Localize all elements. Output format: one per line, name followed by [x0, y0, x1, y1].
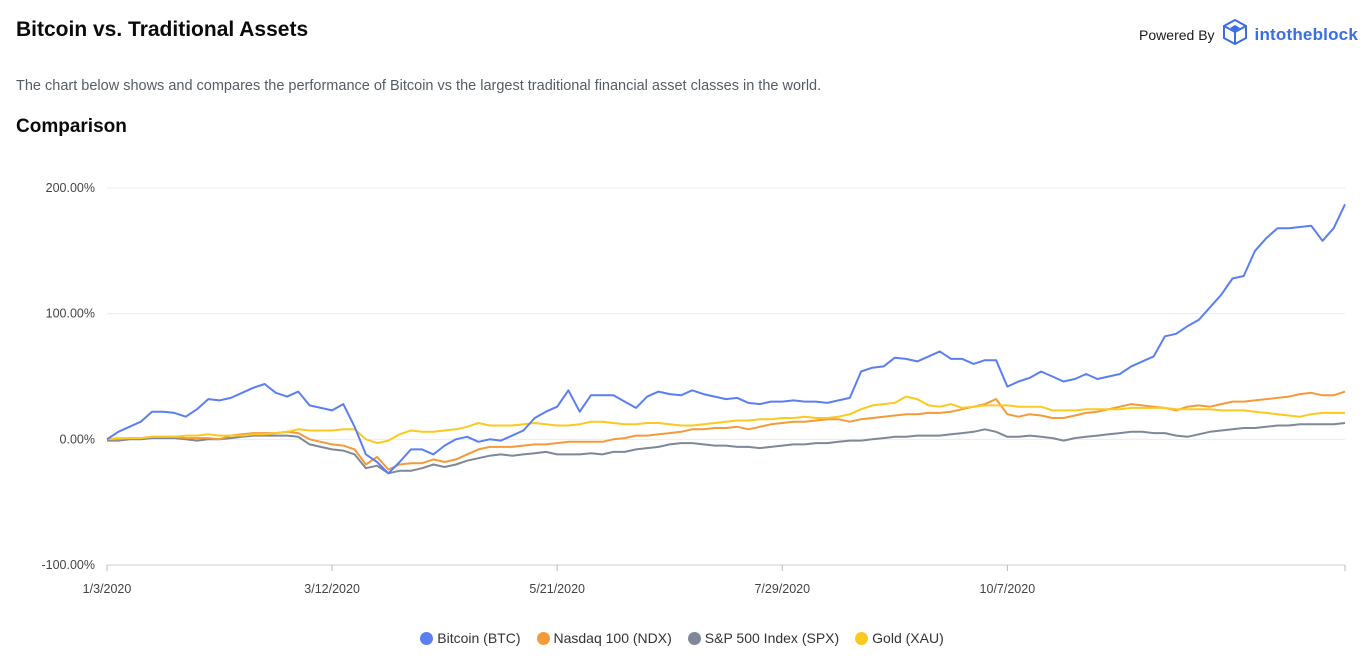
- section-title: Comparison: [16, 116, 127, 137]
- legend-label: Gold (XAU): [872, 630, 944, 646]
- series-line-bitcoin-btc: [106, 203, 1346, 475]
- legend-dot-icon: [687, 631, 701, 645]
- legend-item[interactable]: Nasdaq 100 (NDX): [536, 630, 672, 646]
- chart-legend: Bitcoin (BTC) Nasdaq 100 (NDX) S&P 500 Ind…: [0, 630, 1364, 646]
- legend-dot-icon: [420, 631, 434, 645]
- x-tick-label: 3/12/2020: [304, 582, 360, 596]
- page-title: Bitcoin vs. Traditional Assets: [16, 18, 309, 41]
- legend-dot-icon: [855, 631, 869, 645]
- comparison-chart: 200.00% 100.00% 0.00% -100.00% 1/3/2020 3/12/…: [41, 181, 1346, 596]
- y-tick-label: -100.00%: [41, 558, 95, 572]
- x-tick-label: 10/7/2020: [980, 582, 1036, 596]
- y-tick-label: 0.00%: [60, 432, 95, 446]
- intotheblock-logo-icon: [1221, 18, 1249, 51]
- x-tick-label: 5/21/2020: [529, 582, 585, 596]
- legend-item[interactable]: Gold (XAU): [855, 630, 944, 646]
- series-line-gold-xau: [106, 395, 1345, 445]
- y-tick-label: 100.00%: [46, 307, 95, 321]
- series-line-s-p-500-index-spx: [107, 422, 1346, 475]
- x-tick-label: 1/3/2020: [83, 582, 132, 596]
- legend-item[interactable]: Bitcoin (BTC): [420, 630, 521, 646]
- y-tick-label: 200.00%: [46, 181, 95, 195]
- brand-name: intotheblock: [1254, 24, 1358, 44]
- legend-item[interactable]: S&P 500 Index (SPX): [687, 630, 840, 646]
- x-tick-label: 7/29/2020: [754, 582, 810, 596]
- legend-label: Bitcoin (BTC): [437, 630, 521, 646]
- powered-by-label: Powered By: [1139, 26, 1215, 43]
- legend-label: S&P 500 Index (SPX): [704, 630, 840, 646]
- legend-label: Nasdaq 100 (NDX): [553, 630, 672, 646]
- legend-dot-icon: [536, 631, 550, 645]
- chart-description: The chart below shows and compares the p…: [16, 78, 822, 94]
- powered-by[interactable]: Powered By intotheblock: [1139, 18, 1358, 51]
- series-line-nasdaq-100-ndx: [107, 390, 1346, 471]
